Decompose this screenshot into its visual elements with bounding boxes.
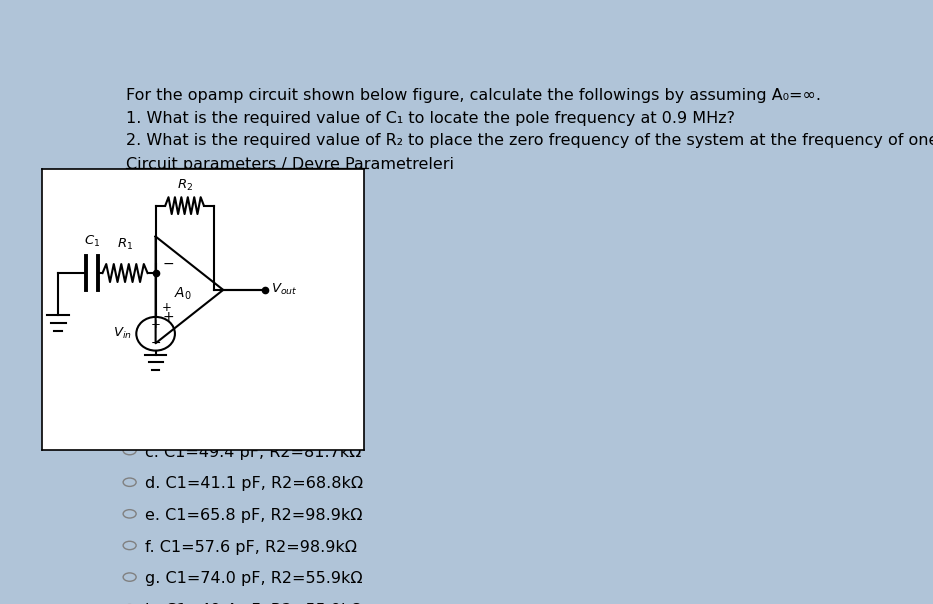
Text: f. C1=57.6 pF, R2=98.9kΩ: f. C1=57.6 pF, R2=98.9kΩ <box>145 539 356 554</box>
Text: e. C1=65.8 pF, R2=98.9kΩ: e. C1=65.8 pF, R2=98.9kΩ <box>145 508 362 523</box>
Text: $A_0$: $A_0$ <box>174 286 192 303</box>
Text: $R_1$: $R_1$ <box>117 237 133 252</box>
Text: $V_{in}$: $V_{in}$ <box>113 326 132 341</box>
Text: c. C1=49.4 pF, R2=81.7kΩ: c. C1=49.4 pF, R2=81.7kΩ <box>145 445 361 460</box>
Text: d. C1=41.1 pF, R2=68.8kΩ: d. C1=41.1 pF, R2=68.8kΩ <box>145 477 363 491</box>
Text: $+$: $+$ <box>161 301 172 314</box>
Text: For the opamp circuit shown below figure, calculate the followings by assuming A: For the opamp circuit shown below figure… <box>126 88 821 103</box>
Text: 2. What is the required value of R₂ to place the zero frequency of the system at: 2. What is the required value of R₂ to p… <box>126 133 933 149</box>
Text: $V_{out}$: $V_{out}$ <box>271 282 298 297</box>
Text: 1. What is the required value of C₁ to locate the pole frequency at 0.9 MHz?: 1. What is the required value of C₁ to l… <box>126 111 735 126</box>
Text: $C_1$: $C_1$ <box>84 234 100 249</box>
Text: Circuit parameters / Devre Parametreleri: Circuit parameters / Devre Parametreleri <box>126 157 454 172</box>
Text: g. C1=74.0 pF, R2=55.9kΩ: g. C1=74.0 pF, R2=55.9kΩ <box>145 571 362 586</box>
Text: a. C1=41.1 pF, R2=81.7kΩ: a. C1=41.1 pF, R2=81.7kΩ <box>145 381 363 396</box>
Text: $R_2$: $R_2$ <box>176 178 192 193</box>
Text: h. C1=49.4 pF, R2=55.9kΩ: h. C1=49.4 pF, R2=55.9kΩ <box>145 603 362 604</box>
Text: $-$: $-$ <box>150 336 161 349</box>
Text: $-$: $-$ <box>162 256 174 270</box>
Text: R₁=4.3 kΩ: R₁=4.3 kΩ <box>126 181 209 196</box>
Text: $+$: $+$ <box>162 310 174 324</box>
Text: $+$: $+$ <box>150 318 160 331</box>
Text: b. C1=57.6 pF, R2=68.8kΩ: b. C1=57.6 pF, R2=68.8kΩ <box>145 413 363 428</box>
